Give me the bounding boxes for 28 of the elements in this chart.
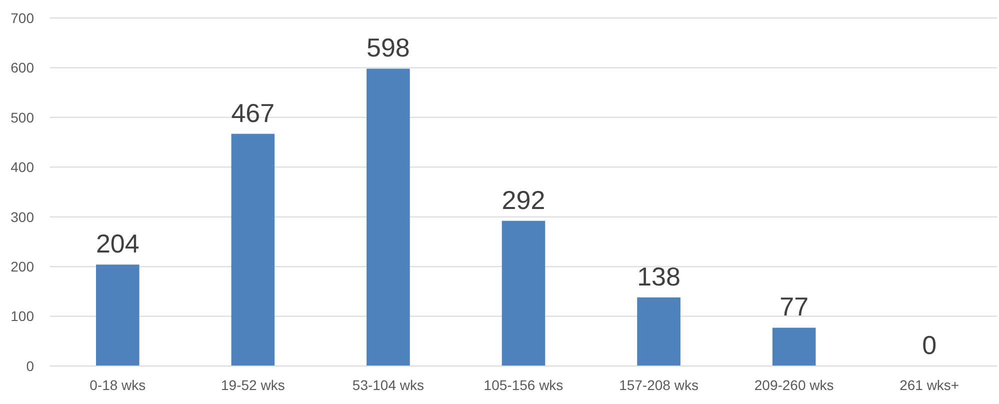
bar bbox=[96, 264, 140, 366]
bar bbox=[231, 134, 275, 366]
x-tick-label: 0-18 wks bbox=[90, 377, 146, 393]
data-label: 138 bbox=[637, 261, 680, 292]
x-tick-label: 261 wks+ bbox=[900, 377, 960, 393]
x-tick-label: 209-260 wks bbox=[754, 377, 834, 393]
data-label: 0 bbox=[922, 330, 937, 360]
x-tick-label: 53-104 wks bbox=[352, 377, 424, 393]
bar bbox=[366, 68, 410, 366]
y-tick-label: 500 bbox=[10, 109, 34, 126]
y-tick-label: 0 bbox=[26, 358, 34, 374]
data-label: 467 bbox=[231, 98, 275, 128]
y-tick-label: 400 bbox=[10, 159, 34, 176]
y-tick-label: 700 bbox=[10, 10, 34, 26]
data-label: 204 bbox=[96, 228, 140, 259]
y-tick-label: 300 bbox=[10, 208, 34, 225]
data-label: 292 bbox=[502, 184, 546, 215]
y-tick-label: 600 bbox=[10, 60, 34, 76]
bar bbox=[637, 297, 680, 366]
x-tick-label: 157-208 wks bbox=[619, 377, 698, 393]
bar bbox=[502, 220, 546, 366]
data-label: 77 bbox=[780, 292, 809, 322]
bar bbox=[772, 328, 816, 366]
x-tick-label: 19-52 wks bbox=[221, 377, 285, 393]
y-tick-label: 200 bbox=[10, 258, 34, 274]
x-tick-label: 105-156 wks bbox=[484, 377, 564, 393]
data-label: 598 bbox=[366, 32, 410, 63]
y-tick-label: 100 bbox=[10, 308, 34, 324]
